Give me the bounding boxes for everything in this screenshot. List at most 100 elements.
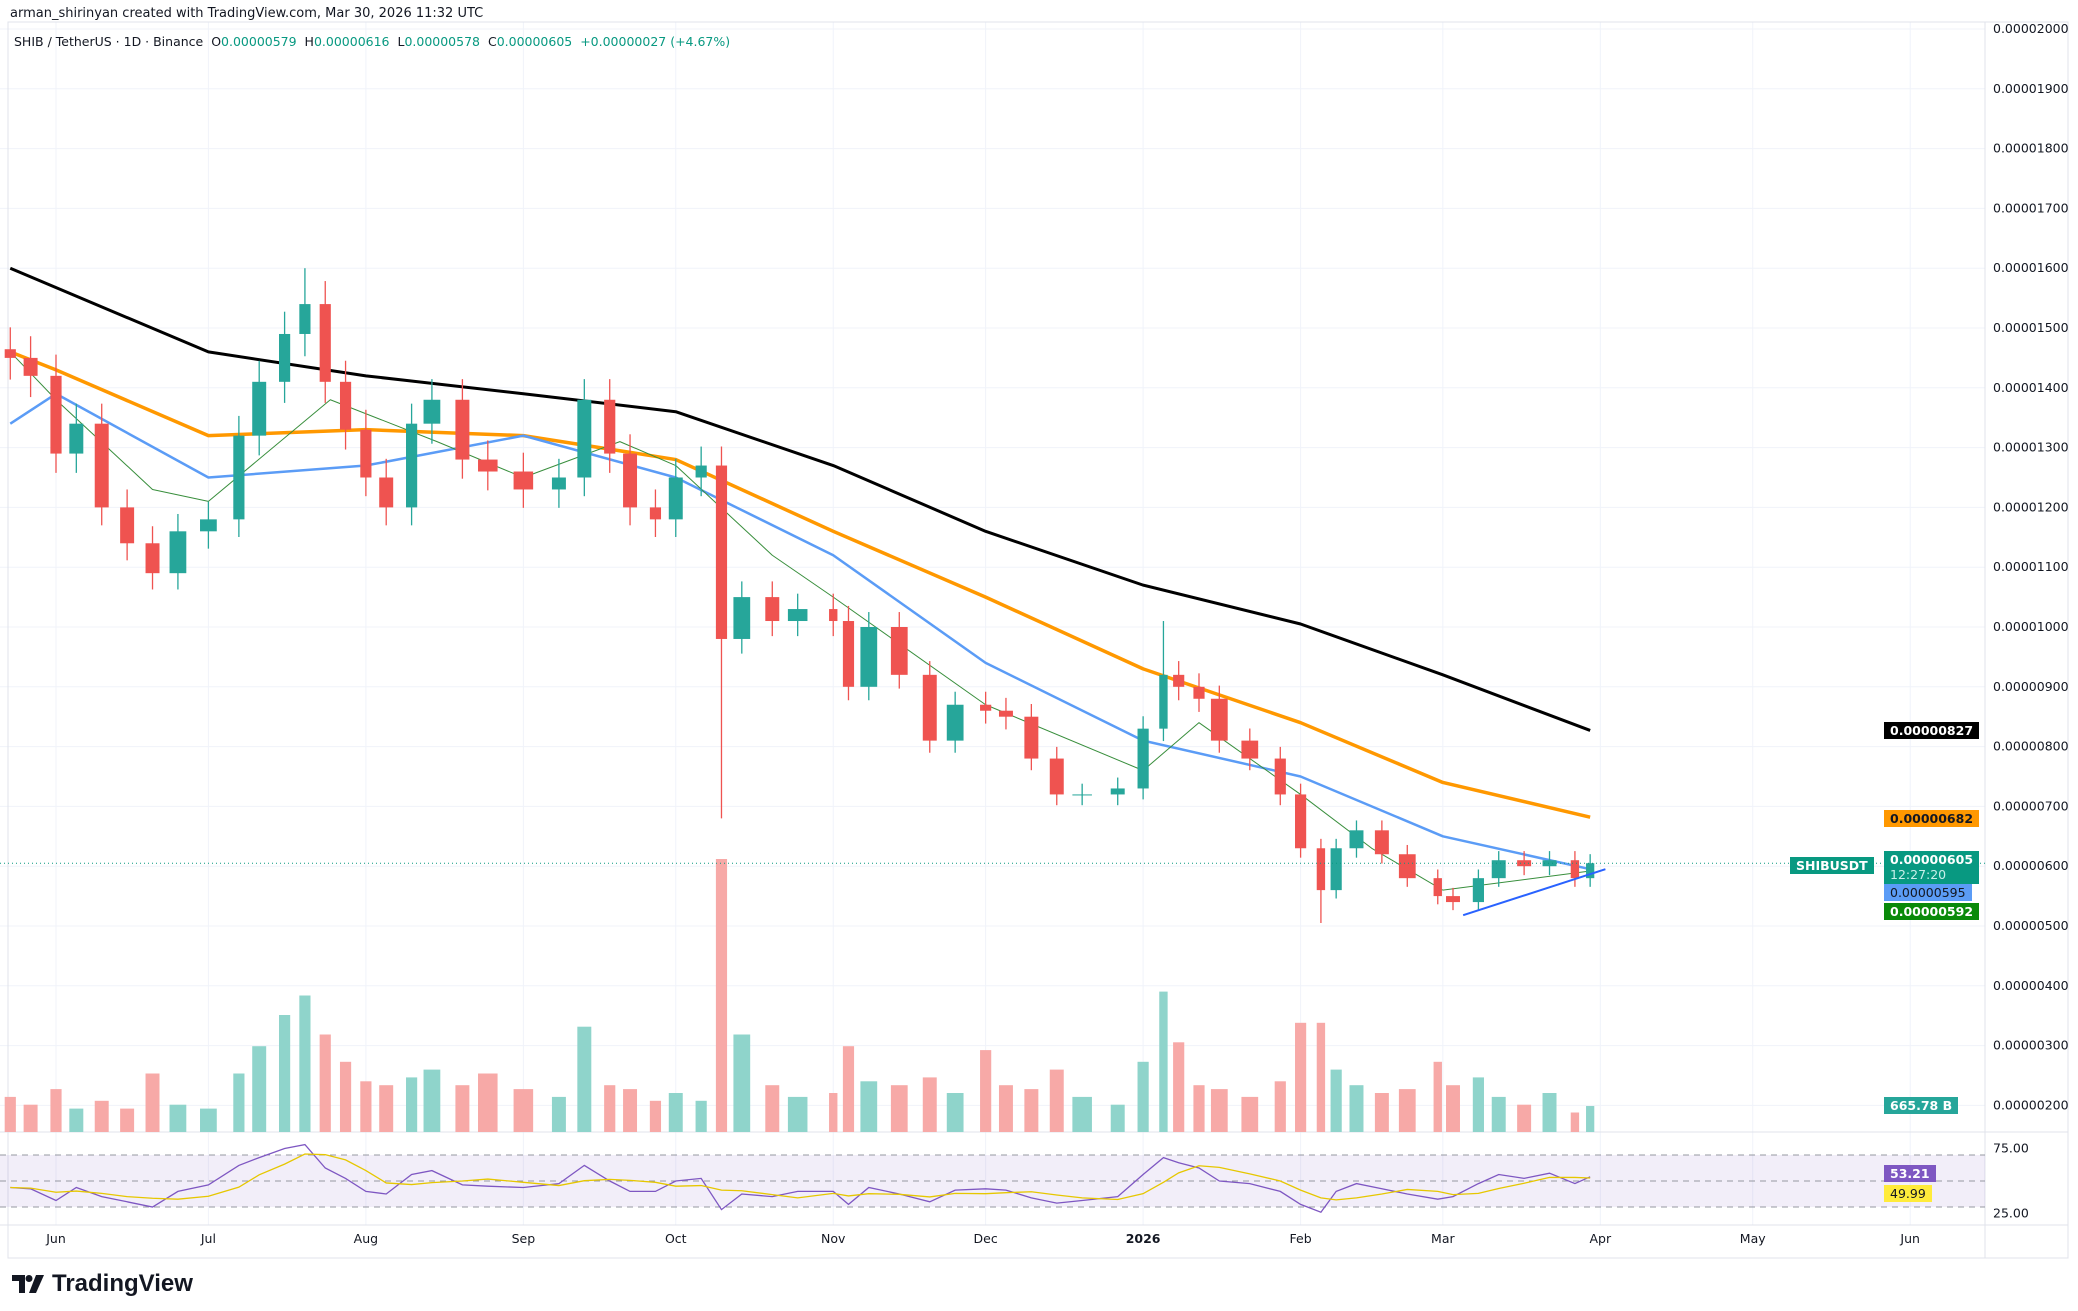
volume-bar (252, 1046, 267, 1132)
overlays (0, 862, 1985, 917)
time-tick-label: Dec (974, 1231, 998, 1246)
volume-bar (455, 1085, 470, 1132)
chart-credit: arman_shirinyan created with TradingView… (10, 6, 484, 21)
volume-bar (1210, 1089, 1228, 1132)
rsi-tick-label: 75.00 (1993, 1141, 2029, 1156)
volume-bar (406, 1077, 418, 1132)
volume-bar (360, 1081, 372, 1132)
price-tick-label: 0.00000200 (1993, 1097, 2069, 1112)
volume-bar (339, 1061, 352, 1132)
candle-body (233, 435, 245, 520)
price-tick-label: 0.00001500 (1993, 320, 2069, 335)
candle-body (478, 459, 498, 472)
price-tick-label: 0.00000700 (1993, 798, 2069, 813)
candle-body (1193, 686, 1205, 699)
time-tick-label: Sep (512, 1231, 536, 1246)
volume-bar (120, 1108, 135, 1132)
volume-bar (1274, 1081, 1286, 1132)
volume-bar (946, 1093, 964, 1132)
candle-body (279, 333, 291, 382)
volume-bar (1374, 1093, 1389, 1132)
candle-body (169, 531, 187, 574)
candle-body (1241, 740, 1259, 759)
volume-bar (695, 1100, 707, 1132)
price-axis[interactable]: 0.00002000 0.00001900 0.00001800 0.00001700… (1993, 21, 2069, 1221)
volume-bar (1446, 1085, 1460, 1132)
candle-body (1137, 728, 1149, 789)
volume-bar (478, 1073, 498, 1132)
volume-bar (379, 1085, 394, 1132)
volume-bar (4, 1096, 16, 1132)
volume-bar (513, 1089, 534, 1132)
candle-body (998, 710, 1013, 717)
volume-bar (94, 1100, 109, 1132)
candle-body (4, 349, 16, 358)
candle-body (842, 621, 855, 687)
price-chart[interactable]: 0.00002000 0.00001900 0.00001800 0.00001700… (0, 0, 2078, 1262)
volume-bar (998, 1085, 1013, 1132)
candle-body (577, 399, 592, 478)
volume-bar (1491, 1096, 1506, 1132)
volume-bar (145, 1073, 160, 1132)
open-value: 0.00000579 (221, 34, 297, 49)
volume-bar (829, 1093, 838, 1132)
volume-bar (1295, 1022, 1307, 1132)
candle-body (1433, 878, 1442, 897)
price-tick-label: 0.00000600 (1993, 858, 2069, 873)
volume-bar (890, 1085, 908, 1132)
candle-body (1586, 863, 1595, 879)
symbol-tag: SHIBUSDT (1790, 857, 1874, 874)
candle-body (922, 674, 937, 741)
volume-bar (668, 1093, 683, 1132)
candle-body (1024, 716, 1039, 759)
candle-body (1570, 860, 1580, 879)
last-price-tag: 0.00000605 12:27:20 (1884, 851, 1980, 884)
candle-body (455, 399, 470, 460)
candle-body (765, 597, 780, 622)
tradingview-logo[interactable]: TradingView (12, 1270, 193, 1298)
price-tick-label: 0.00000300 (1993, 1038, 2069, 1053)
time-tick-label: Mar (1431, 1231, 1455, 1246)
low-label: L (397, 34, 405, 49)
support-trendline (1462, 868, 1606, 917)
logo-text: TradingView (52, 1270, 193, 1297)
rsi-tag: 53.21 (1884, 1165, 1936, 1182)
time-tick-label: Nov (821, 1231, 846, 1246)
low-value: 0.00000578 (404, 34, 480, 49)
candle-body (23, 357, 38, 376)
volume-bar (715, 859, 728, 1132)
volume-bar (1349, 1085, 1364, 1132)
volume-bar (1542, 1093, 1557, 1132)
candle-body (1110, 788, 1125, 795)
candle-body (252, 381, 267, 436)
candle-body (551, 477, 566, 490)
volume-bar (604, 1085, 616, 1132)
ma50-price-tag: 0.00000595 (1884, 884, 1972, 901)
time-axis[interactable]: Jun Jul Aug Sep Oct Nov Dec 2026 Feb Mar Apr May Jun (45, 1231, 1920, 1246)
candle-body (50, 375, 62, 454)
ma20-price-tag: 0.00000592 (1884, 903, 1980, 920)
change-value: +0.00000027 (+4.67%) (580, 34, 731, 49)
candle-body (733, 597, 751, 639)
symbol-label[interactable]: SHIB / TetherUS · 1D · Binance (14, 34, 204, 49)
volume-bar (733, 1034, 751, 1132)
volume-bar (1173, 1042, 1185, 1132)
volume-bar (1398, 1089, 1416, 1132)
price-tick-label: 0.00001300 (1993, 440, 2069, 455)
volume-bar (279, 1015, 291, 1132)
volume-bar (1049, 1069, 1064, 1132)
volume-bar (169, 1104, 187, 1132)
price-tick-label: 0.00001600 (1993, 260, 2069, 275)
volume-bar (23, 1104, 38, 1132)
candle-body (379, 477, 394, 508)
price-tick-label: 0.00002000 (1993, 21, 2069, 36)
candle-body (1274, 758, 1286, 795)
volume-bar (50, 1089, 62, 1132)
ma200-price-tag: 0.00000827 (1884, 722, 1980, 739)
volume-bar (1241, 1096, 1259, 1132)
time-tick-label: Jun (45, 1231, 66, 1246)
moving-averages (9, 266, 1591, 891)
close-value: 0.00000605 (496, 34, 573, 49)
candle-body (1398, 854, 1416, 879)
volume-bar (922, 1077, 937, 1132)
